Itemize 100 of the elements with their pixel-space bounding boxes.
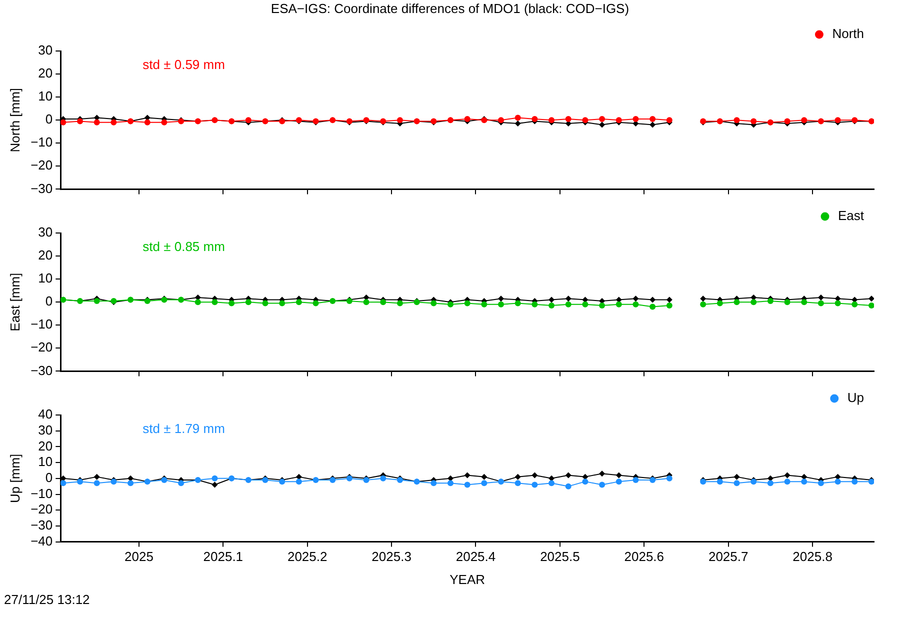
point <box>161 119 168 126</box>
point <box>716 478 723 485</box>
point <box>632 476 639 483</box>
x-axis-title: YEAR <box>450 572 486 587</box>
point <box>616 301 622 308</box>
point <box>632 116 639 122</box>
point <box>212 475 218 482</box>
point <box>716 300 723 306</box>
point <box>396 300 403 306</box>
point <box>296 299 302 306</box>
point <box>700 301 706 308</box>
y-tick-label: 30 <box>38 42 53 58</box>
y-tick-label: −40 <box>30 533 53 548</box>
point <box>784 118 790 124</box>
point <box>94 119 100 126</box>
y-tick-label: 20 <box>38 438 53 454</box>
point <box>514 474 521 480</box>
y-tick-label: −10 <box>30 486 53 501</box>
point <box>194 299 201 306</box>
point <box>110 119 117 126</box>
point <box>464 472 470 478</box>
point <box>666 296 672 303</box>
point <box>734 474 740 480</box>
point <box>481 480 488 486</box>
point <box>750 118 757 124</box>
x-tick-label: 2025.7 <box>708 549 748 564</box>
point <box>565 301 572 308</box>
point <box>801 478 808 485</box>
point <box>582 301 588 308</box>
point <box>801 299 808 306</box>
y-tick-label: 30 <box>38 422 53 438</box>
point <box>784 472 790 478</box>
x-tick-label: 2025.1 <box>203 549 244 564</box>
point <box>94 474 100 480</box>
point <box>430 300 437 306</box>
y-tick-label: 10 <box>38 88 53 104</box>
y-axis-title: Up [mm] <box>7 454 22 503</box>
point <box>212 482 218 488</box>
point <box>616 478 622 485</box>
point <box>599 482 606 488</box>
point <box>430 480 437 486</box>
point <box>666 475 672 482</box>
point <box>380 475 386 482</box>
point <box>532 472 538 478</box>
y-tick-label: −30 <box>30 362 53 378</box>
point <box>262 300 268 306</box>
point <box>144 119 150 126</box>
y-tick-label: 0 <box>45 294 53 309</box>
point <box>666 302 672 309</box>
point <box>514 114 521 121</box>
text: 27/11/25 13:12 <box>4 592 91 607</box>
x-tick-label: 2025.5 <box>540 549 580 564</box>
point <box>632 296 639 302</box>
point <box>784 478 790 485</box>
legend-label: Up <box>847 390 864 406</box>
point <box>178 480 184 486</box>
annotation: std ± 0.85 mm <box>142 239 225 254</box>
point <box>868 302 874 309</box>
x-tick-label: 2025 <box>124 549 154 564</box>
point <box>650 296 656 303</box>
y-tick-label: 0 <box>45 112 53 127</box>
point <box>60 480 66 486</box>
point <box>532 482 538 488</box>
point <box>447 480 454 486</box>
y-tick-label: −20 <box>30 158 53 173</box>
point <box>514 120 521 127</box>
x-tick-label: 2025.8 <box>792 549 832 564</box>
point <box>481 474 488 480</box>
legend-label: East <box>838 208 864 224</box>
point <box>60 119 66 126</box>
point <box>599 116 606 122</box>
chart-title: ESA−IGS: Coordinate differences of MDO1 (black: COD−IGS) <box>270 0 630 18</box>
point <box>734 299 740 306</box>
point <box>514 480 521 486</box>
point <box>481 301 488 308</box>
point <box>650 304 656 310</box>
point <box>396 117 403 124</box>
point <box>565 296 572 302</box>
y-tick-label: −20 <box>30 502 53 517</box>
point <box>548 296 555 303</box>
point <box>380 299 386 306</box>
x-tick-label: 2025.2 <box>287 549 328 564</box>
point <box>498 296 504 302</box>
point <box>818 300 824 306</box>
point <box>212 299 218 306</box>
y-tick-label: 40 <box>38 406 53 422</box>
point <box>750 299 757 306</box>
point <box>228 300 235 306</box>
point <box>852 301 858 308</box>
y-tick-label: 20 <box>38 248 53 263</box>
point <box>312 300 319 306</box>
point <box>296 478 302 485</box>
point <box>582 478 588 485</box>
annotation: std ± 1.79 mm <box>142 421 225 436</box>
legend-label: North <box>832 26 864 42</box>
y-tick-label: 30 <box>38 224 53 240</box>
point <box>464 116 470 122</box>
y-tick-label: −10 <box>30 316 53 332</box>
point <box>599 302 606 309</box>
point <box>514 300 521 306</box>
